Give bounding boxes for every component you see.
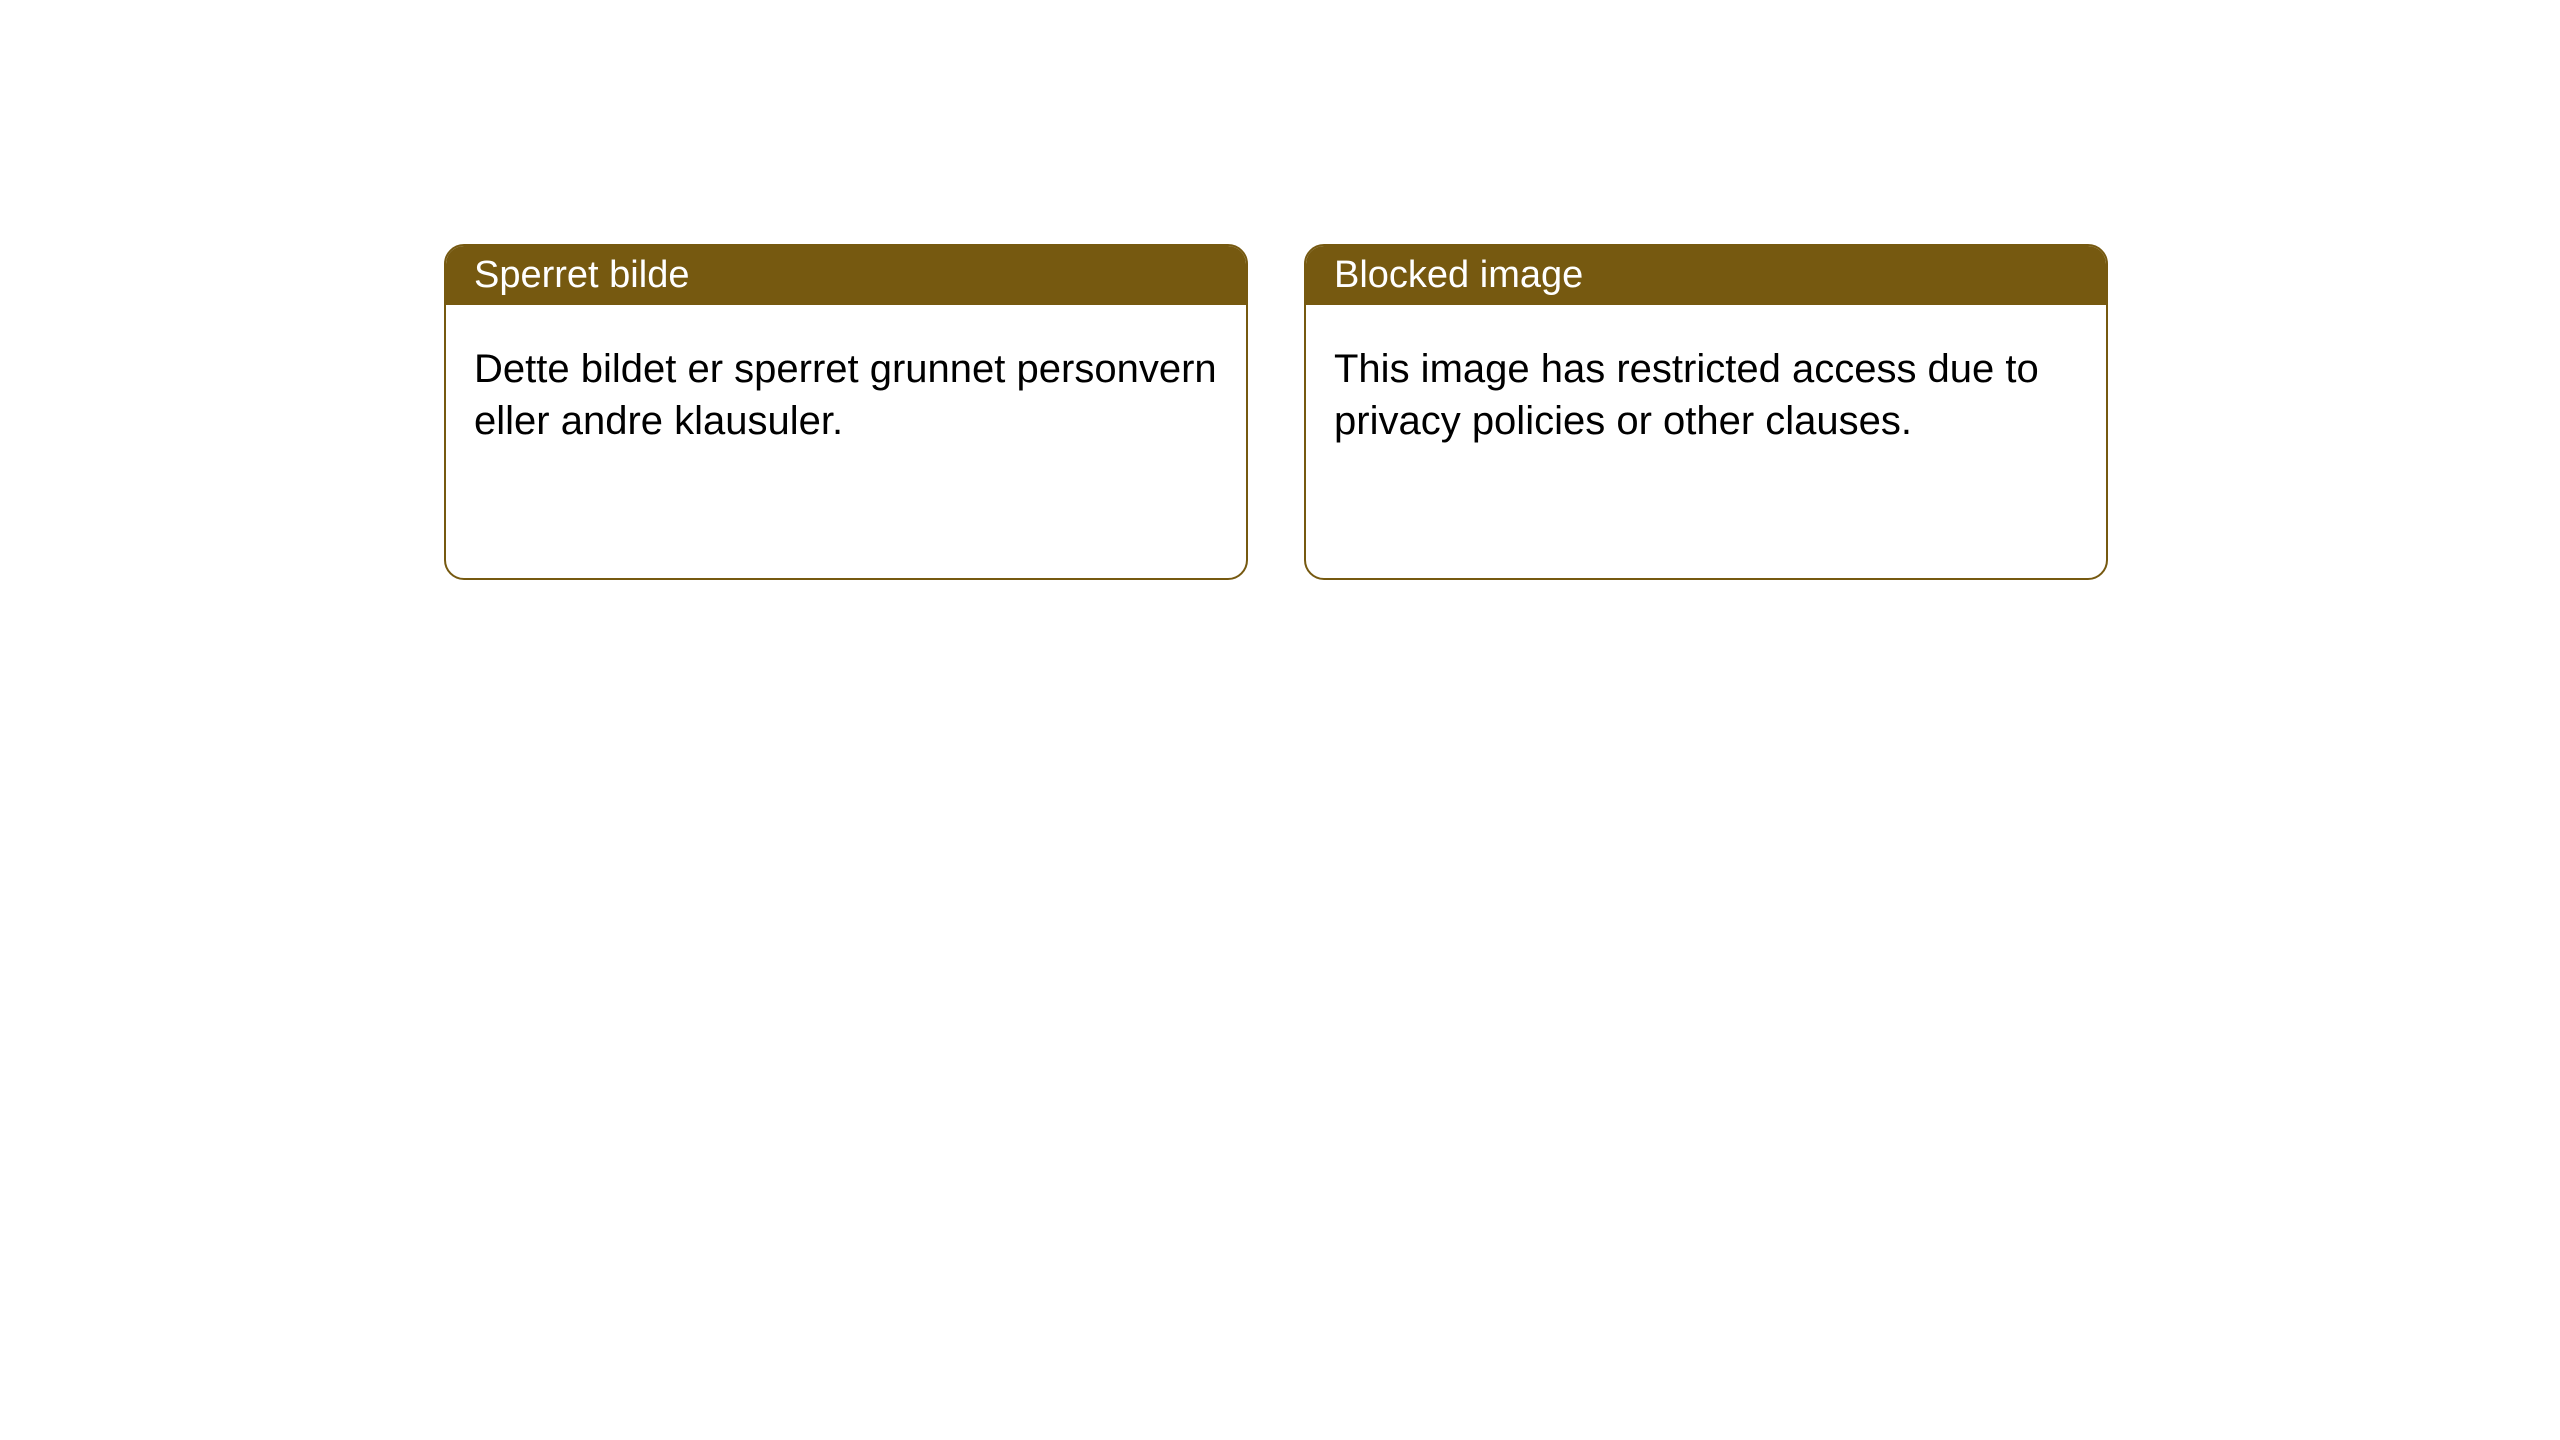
blocked-image-card-english: Blocked image This image has restricted … [1304, 244, 2108, 580]
card-title: Sperret bilde [474, 254, 689, 296]
card-message: Dette bildet er sperret grunnet personve… [474, 347, 1217, 443]
card-header: Sperret bilde [446, 246, 1246, 305]
card-header: Blocked image [1306, 246, 2106, 305]
message-cards-container: Sperret bilde Dette bildet er sperret gr… [0, 0, 2560, 580]
card-body: This image has restricted access due to … [1306, 305, 2106, 485]
blocked-image-card-norwegian: Sperret bilde Dette bildet er sperret gr… [444, 244, 1248, 580]
card-body: Dette bildet er sperret grunnet personve… [446, 305, 1246, 485]
card-message: This image has restricted access due to … [1334, 347, 2039, 443]
card-title: Blocked image [1334, 254, 1583, 296]
